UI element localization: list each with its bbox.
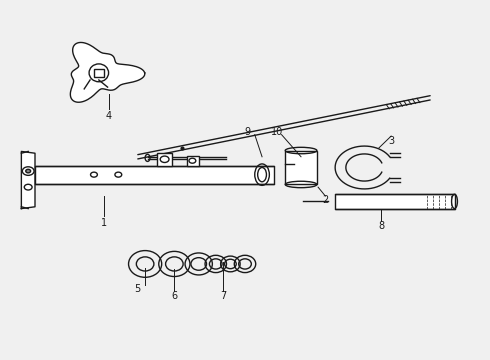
Text: 3: 3: [388, 136, 394, 146]
Text: 8: 8: [378, 221, 385, 231]
Text: 9: 9: [245, 127, 250, 137]
Bar: [285, 150, 317, 184]
Circle shape: [26, 169, 30, 173]
Text: 4: 4: [105, 111, 112, 121]
Polygon shape: [71, 42, 145, 102]
Bar: [335, 194, 455, 208]
Text: 10: 10: [270, 127, 283, 137]
Text: 1: 1: [100, 218, 107, 228]
Text: 5: 5: [135, 284, 141, 294]
Polygon shape: [22, 152, 35, 208]
Bar: [94, 68, 104, 77]
Text: 2: 2: [322, 195, 328, 204]
Bar: [157, 153, 172, 166]
Bar: [35, 166, 274, 184]
Text: 7: 7: [220, 291, 226, 301]
Bar: [187, 156, 199, 166]
Text: 6: 6: [172, 291, 177, 301]
